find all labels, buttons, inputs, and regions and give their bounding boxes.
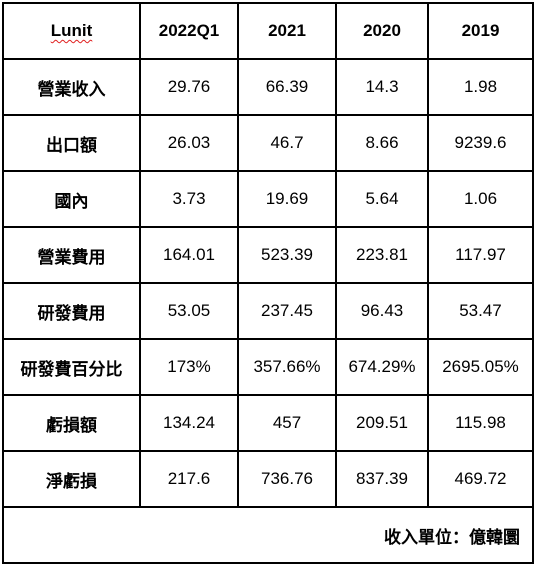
- table-row: 營業費用 164.01 523.39 223.81 117.97: [2, 226, 534, 284]
- unit-footnote: 收入單位：億韓圜: [2, 506, 534, 564]
- row-label: 營業費用: [2, 226, 141, 284]
- table-row: 研發費用 53.05 237.45 96.43 53.47: [2, 282, 534, 340]
- table-row: 國內 3.73 19.69 5.64 1.06: [2, 170, 534, 228]
- table-cell: 8.66: [335, 114, 429, 172]
- table-cell: 209.51: [335, 394, 429, 452]
- table-cell: 523.39: [237, 226, 337, 284]
- table-cell: 53.05: [139, 282, 239, 340]
- table-cell: 53.47: [427, 282, 534, 340]
- table-cell: 96.43: [335, 282, 429, 340]
- table-cell: 736.76: [237, 450, 337, 508]
- column-header: 2019: [427, 2, 534, 60]
- row-label: 研發費用: [2, 282, 141, 340]
- table-cell: 19.69: [237, 170, 337, 228]
- table-cell: 117.97: [427, 226, 534, 284]
- table-cell: 5.64: [335, 170, 429, 228]
- table-cell: 837.39: [335, 450, 429, 508]
- table-cell: 26.03: [139, 114, 239, 172]
- table-cell: 66.39: [237, 58, 337, 116]
- table-cell: 217.6: [139, 450, 239, 508]
- table-row: 虧損額 134.24 457 209.51 115.98: [2, 394, 534, 452]
- column-header: 2022Q1: [139, 2, 239, 60]
- table-cell: 1.98: [427, 58, 534, 116]
- column-header: 2020: [335, 2, 429, 60]
- table-cell: 1.06: [427, 170, 534, 228]
- table-row: 淨虧損 217.6 736.76 837.39 469.72: [2, 450, 534, 508]
- table-cell: 2695.05%: [427, 338, 534, 396]
- table-cell: 115.98: [427, 394, 534, 452]
- row-label: 營業收入: [2, 58, 141, 116]
- table-row: 營業收入 29.76 66.39 14.3 1.98: [2, 58, 534, 116]
- row-label: 研發費百分比: [2, 338, 141, 396]
- table-row: 出口額 26.03 46.7 8.66 9239.6: [2, 114, 534, 172]
- table-cell: 173%: [139, 338, 239, 396]
- table-row: 研發費百分比 173% 357.66% 674.29% 2695.05%: [2, 338, 534, 396]
- table-cell: 223.81: [335, 226, 429, 284]
- table-cell: 9239.6: [427, 114, 534, 172]
- table-cell: 457: [237, 394, 337, 452]
- table-cell: 237.45: [237, 282, 337, 340]
- footnote-row: 收入單位：億韓圜: [2, 506, 534, 564]
- table-cell: 134.24: [139, 394, 239, 452]
- row-label: 虧損額: [2, 394, 141, 452]
- row-label: 出口額: [2, 114, 141, 172]
- table-cell: 164.01: [139, 226, 239, 284]
- column-header: 2021: [237, 2, 337, 60]
- corner-cell: Lunit: [2, 2, 141, 60]
- table-cell: 3.73: [139, 170, 239, 228]
- table-cell: 46.7: [237, 114, 337, 172]
- row-label: 淨虧損: [2, 450, 141, 508]
- company-name: Lunit: [50, 21, 93, 40]
- table-cell: 674.29%: [335, 338, 429, 396]
- table-cell: 14.3: [335, 58, 429, 116]
- row-label: 國內: [2, 170, 141, 228]
- header-row: Lunit 2022Q1 2021 2020 2019: [2, 2, 534, 60]
- table-cell: 29.76: [139, 58, 239, 116]
- table-cell: 469.72: [427, 450, 534, 508]
- table-cell: 357.66%: [237, 338, 337, 396]
